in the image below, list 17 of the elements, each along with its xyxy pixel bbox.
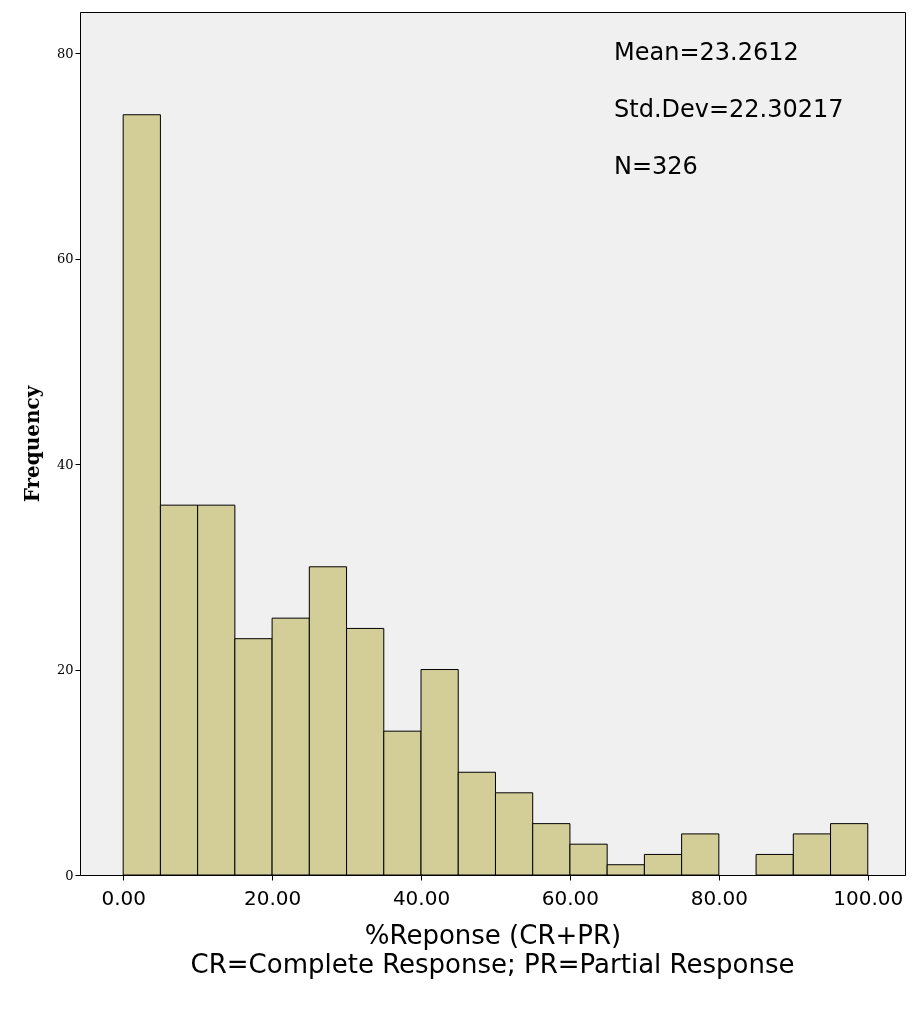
x-tick-label: 0.00 [101,885,146,910]
y-tick-label: 80 [56,45,74,61]
x-tick-label: 80.00 [690,885,748,910]
y-tick-label: 40 [56,456,74,472]
y-tick-label: 0 [65,867,74,883]
x-tick-label: 40.00 [392,885,451,910]
x-tick-label: 20.00 [243,885,302,910]
y-tick-label: 60 [56,251,74,267]
text: CR=Complete Response; PR=Partial Response [190,949,795,979]
x-axis-title: %Reponse (CR+PR) [364,919,622,950]
annotation: Std.Dev=22.30217 [614,95,844,123]
annotation: N=326 [614,152,698,180]
y-axis-title: Frequency [19,384,44,503]
y-tick-label: 20 [56,662,74,678]
x-tick-label: 60.00 [541,885,600,910]
annotation: Mean=23.2612 [614,38,799,66]
x-tick-label: 100.00 [833,885,904,910]
